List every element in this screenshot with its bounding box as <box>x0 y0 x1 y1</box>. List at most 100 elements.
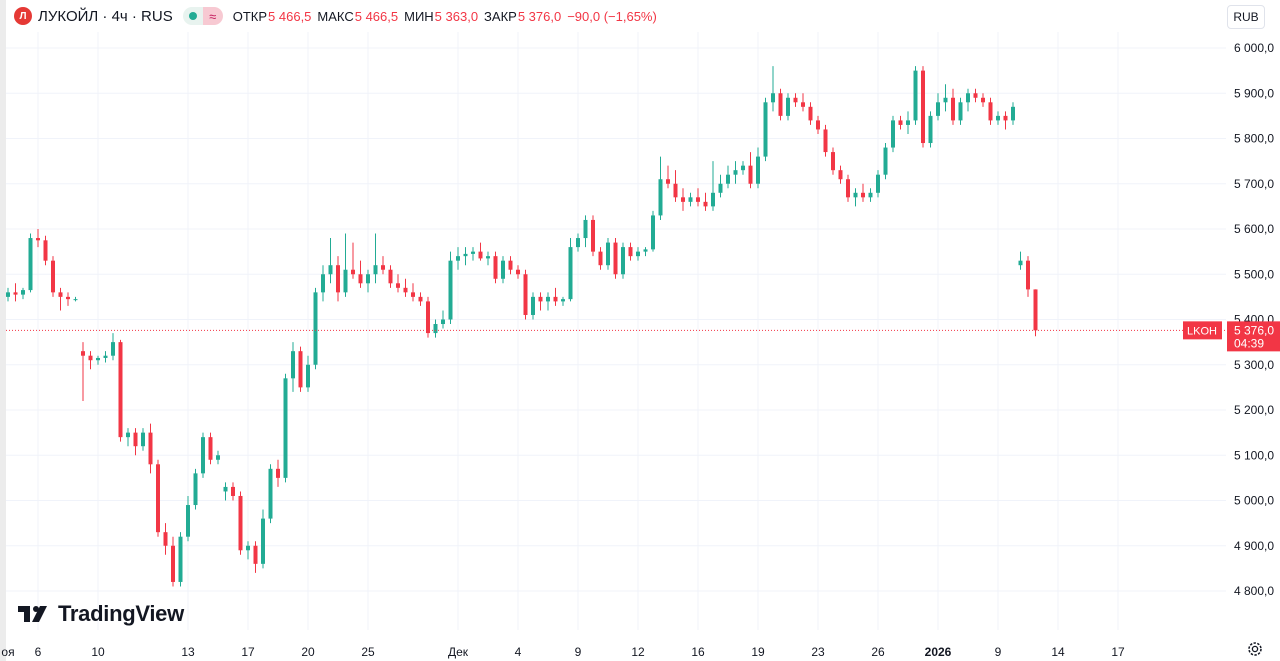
candle-body[interactable] <box>1003 115 1008 121</box>
candle-body[interactable] <box>36 238 40 241</box>
candle-body[interactable] <box>81 351 85 356</box>
candle-body[interactable] <box>786 97 790 116</box>
candle-body[interactable] <box>111 342 115 356</box>
candle-body[interactable] <box>973 93 978 98</box>
candle-body[interactable] <box>568 247 573 300</box>
candle-body[interactable] <box>943 97 948 103</box>
candle-body[interactable] <box>711 192 715 207</box>
candle-body[interactable] <box>193 473 198 506</box>
candle-body[interactable] <box>358 274 363 284</box>
gear-icon[interactable] <box>1246 640 1264 658</box>
candle-body[interactable] <box>58 292 63 297</box>
candle-body[interactable] <box>73 299 78 301</box>
candle-body[interactable] <box>703 201 708 207</box>
candle-body[interactable] <box>216 455 220 460</box>
candle-body[interactable] <box>21 290 25 295</box>
candle-body[interactable] <box>688 197 693 202</box>
candle-body[interactable] <box>831 152 835 171</box>
candle-body[interactable] <box>613 242 618 275</box>
candle-body[interactable] <box>238 495 243 551</box>
candle-body[interactable] <box>936 102 940 116</box>
candle-body[interactable] <box>373 265 378 275</box>
candle-body[interactable] <box>43 240 48 261</box>
candle-body[interactable] <box>336 265 340 293</box>
candle-body[interactable] <box>898 120 903 125</box>
candle-body[interactable] <box>253 545 258 564</box>
candle-body[interactable] <box>1033 289 1038 331</box>
candle-body[interactable] <box>486 256 490 259</box>
candle-body[interactable] <box>958 102 963 121</box>
candle-body[interactable] <box>66 296 70 300</box>
candle-body[interactable] <box>1018 260 1023 266</box>
candle-body[interactable] <box>448 260 453 320</box>
candle-body[interactable] <box>838 170 843 180</box>
symbol-tag[interactable] <box>1183 321 1222 340</box>
candle-body[interactable] <box>396 283 400 288</box>
candle-body[interactable] <box>418 296 423 302</box>
candle-body[interactable] <box>366 274 370 284</box>
candle-body[interactable] <box>861 192 865 198</box>
symbol-logo-icon[interactable]: Л <box>14 7 32 25</box>
symbol-title[interactable]: ЛУКОЙЛ · 4ч · RUS <box>38 7 173 25</box>
candle-body[interactable] <box>321 274 325 293</box>
candle-body[interactable] <box>561 299 565 302</box>
candle-body[interactable] <box>118 342 123 438</box>
candle-body[interactable] <box>906 120 910 125</box>
candle-body[interactable] <box>801 102 805 107</box>
candle-body[interactable] <box>208 437 213 460</box>
candle-body[interactable] <box>658 179 663 216</box>
candle-body[interactable] <box>816 120 820 130</box>
candle-body[interactable] <box>156 464 160 533</box>
candle-body[interactable] <box>508 260 513 270</box>
candle-body[interactable] <box>771 93 775 103</box>
candle-body[interactable] <box>96 357 100 361</box>
last-price-tag[interactable] <box>1227 321 1280 352</box>
candle-body[interactable] <box>733 170 738 175</box>
candle-body[interactable] <box>538 296 543 302</box>
candle-body[interactable] <box>51 260 55 293</box>
candle-body[interactable] <box>741 165 745 171</box>
candle-body[interactable] <box>531 296 535 315</box>
candle-body[interactable] <box>778 93 783 116</box>
candle-body[interactable] <box>133 432 138 447</box>
candle-body[interactable] <box>178 536 183 582</box>
candle-body[interactable] <box>808 106 813 121</box>
candle-body[interactable] <box>636 251 640 257</box>
candle-body[interactable] <box>1026 260 1030 290</box>
candle-body[interactable] <box>493 256 498 279</box>
candle-body[interactable] <box>231 486 235 496</box>
candle-body[interactable] <box>141 432 145 447</box>
candle-body[interactable] <box>763 102 768 157</box>
candle-body[interactable] <box>696 197 700 202</box>
candle-body[interactable] <box>351 269 355 275</box>
candle-body[interactable] <box>598 251 603 266</box>
candle-body[interactable] <box>283 378 288 478</box>
candle-body[interactable] <box>328 265 333 275</box>
candle-body[interactable] <box>148 432 153 465</box>
candle-body[interactable] <box>261 518 265 564</box>
candle-body[interactable] <box>463 253 468 257</box>
candle-body[interactable] <box>516 269 520 275</box>
candle-body[interactable] <box>606 242 610 266</box>
candle-body[interactable] <box>868 192 873 198</box>
candle-body[interactable] <box>478 251 483 259</box>
candle-body[interactable] <box>163 532 168 546</box>
candle-body[interactable] <box>883 147 888 175</box>
candle-body[interactable] <box>891 120 895 148</box>
candle-body[interactable] <box>643 249 648 252</box>
candle-body[interactable] <box>673 183 678 198</box>
candle-body[interactable] <box>853 192 858 198</box>
candle-body[interactable] <box>928 115 933 144</box>
candle-body[interactable] <box>846 179 850 198</box>
candle-body[interactable] <box>276 468 280 478</box>
candle-body[interactable] <box>298 351 303 388</box>
candle-body[interactable] <box>186 505 190 537</box>
candle-body[interactable] <box>381 265 385 270</box>
candle-body[interactable] <box>823 129 828 153</box>
currency-button[interactable]: RUB <box>1227 5 1265 29</box>
candle-body[interactable] <box>103 355 108 358</box>
candle-body[interactable] <box>6 292 10 297</box>
candle-body[interactable] <box>426 301 430 334</box>
candle-body[interactable] <box>966 93 970 103</box>
candle-body[interactable] <box>951 97 955 121</box>
